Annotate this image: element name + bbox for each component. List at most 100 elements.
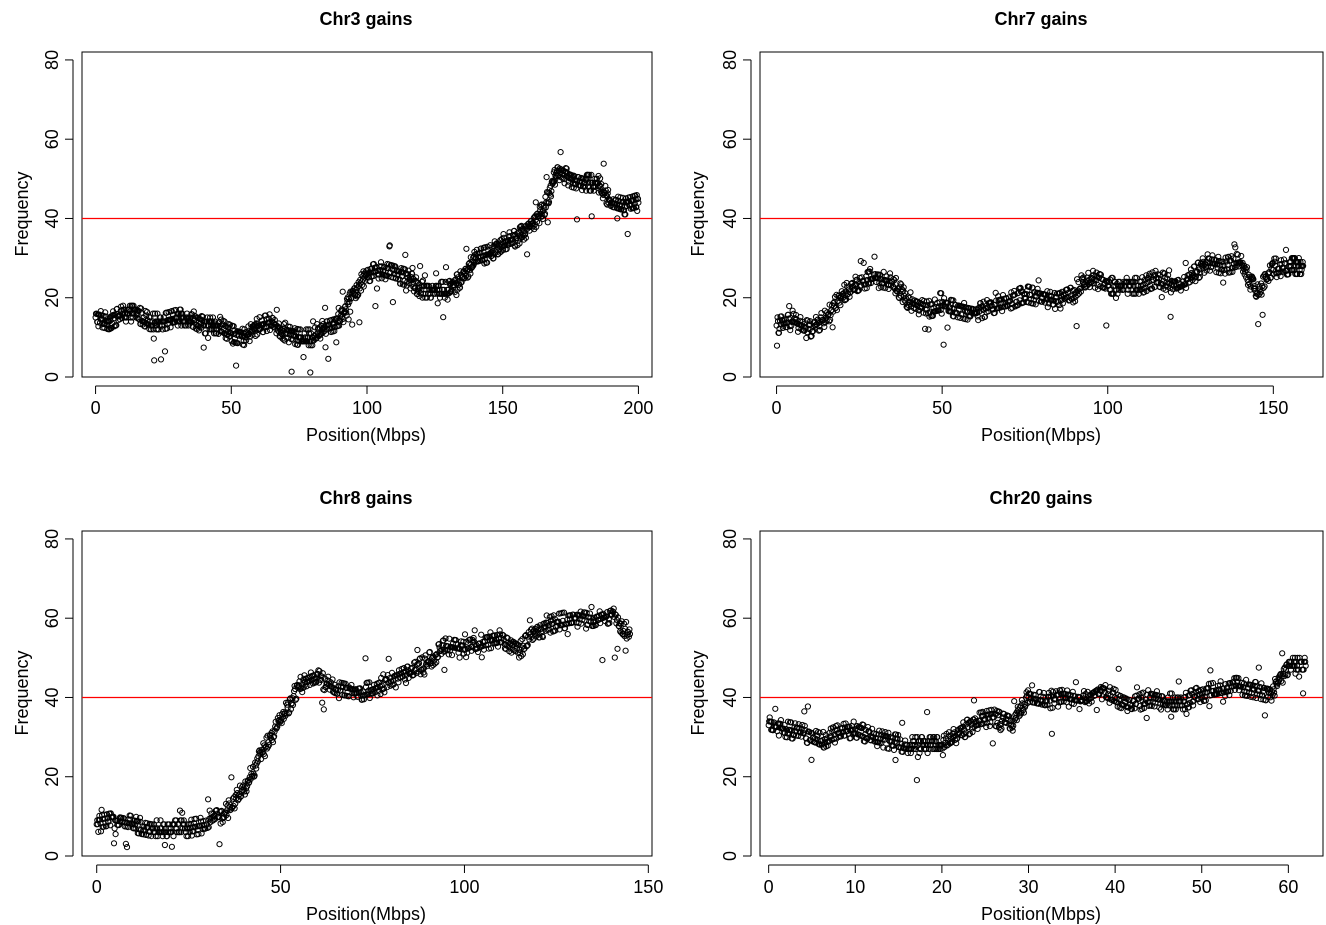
data-point [274,723,281,730]
data-point [282,319,289,326]
data-point [1167,289,1175,296]
data-point [350,694,357,701]
data-point [228,774,235,781]
data-point [471,627,478,634]
x-tick-label: 0 [772,398,782,418]
data-point [1274,682,1281,690]
y-tick-label: 0 [42,851,62,861]
data-point [1255,664,1262,671]
data-point [772,705,779,712]
data-point [179,809,186,816]
data-point [307,369,314,376]
data-point [787,327,794,334]
data-point [988,302,995,309]
y-tick-label: 40 [42,208,62,228]
data-point [588,171,595,178]
data-point [1206,703,1213,710]
data-point [1258,291,1265,298]
data-point [775,732,783,739]
x-axis: 0 10 20 30 40 50 60 [764,864,1298,897]
data-point [1188,273,1196,280]
data-point [625,633,633,640]
data-point [1247,693,1254,700]
data-point [1143,714,1150,722]
data-point [1168,713,1175,720]
data-point [1282,246,1290,253]
data-point [522,234,530,241]
data-point [1197,269,1204,276]
data-point [331,328,338,335]
data-point [1126,696,1133,704]
data-point [409,264,416,272]
x-tick-label: 0 [91,398,101,418]
data-point [297,326,304,333]
data-point [1080,274,1087,281]
data-point [916,749,923,757]
data-point [833,307,841,314]
data-point [179,825,186,832]
data-point [1091,280,1098,287]
data-point [564,631,571,638]
data-point [355,291,362,298]
data-point [373,285,381,292]
data-point [906,294,913,302]
data-point [816,326,824,334]
data-point [98,806,105,813]
data-point [829,324,836,331]
data-point [1229,268,1236,275]
data-point [597,620,604,627]
data-point [1020,709,1028,716]
data-point [193,815,200,822]
data-point [440,314,447,321]
data-point [123,844,131,851]
data-point [1057,305,1064,312]
x-tick-label: 10 [845,877,865,897]
data-point [434,300,441,307]
data-point [470,634,477,642]
y-axis-label: Frequency [12,650,32,735]
data-point [1072,298,1079,305]
data-point [524,642,531,649]
data-point [129,314,136,321]
data-point [384,684,391,691]
data-point [1077,288,1085,295]
panel-title: Chr8 gains [319,488,412,508]
data-point [241,791,248,798]
plot-frame [759,530,1324,857]
x-tick-label: 50 [932,398,952,418]
data-point [892,756,899,764]
data-point [241,788,248,795]
data-point [305,334,312,341]
data-point [1295,255,1302,262]
data-point [288,368,295,375]
data-point [1007,297,1014,304]
data-point [1227,687,1234,694]
data-point [927,734,934,741]
data-point [497,631,504,638]
data-points [93,603,634,851]
data-point [610,605,617,612]
data-point [318,677,325,684]
data-point [1271,689,1278,696]
y-tick-label: 80 [720,50,740,70]
data-point [860,259,867,266]
data-point [1011,698,1018,705]
y-axis-label: Frequency [12,171,32,256]
data-point [1279,650,1286,657]
y-tick-label: 0 [720,851,740,861]
data-points [92,149,642,376]
x-tick-label: 150 [633,877,663,897]
data-point [170,833,177,840]
data-point [897,740,904,747]
x-axis-label: Position(Mbps) [306,425,426,445]
data-point [1120,278,1127,285]
data-point [339,288,346,295]
data-point [815,327,823,334]
data-point [619,631,627,638]
y-tick-label: 40 [42,687,62,707]
data-point [1279,679,1286,686]
data-point [1300,690,1307,697]
data-point [381,689,388,696]
y-tick-label: 20 [720,288,740,308]
data-point [1055,703,1062,710]
